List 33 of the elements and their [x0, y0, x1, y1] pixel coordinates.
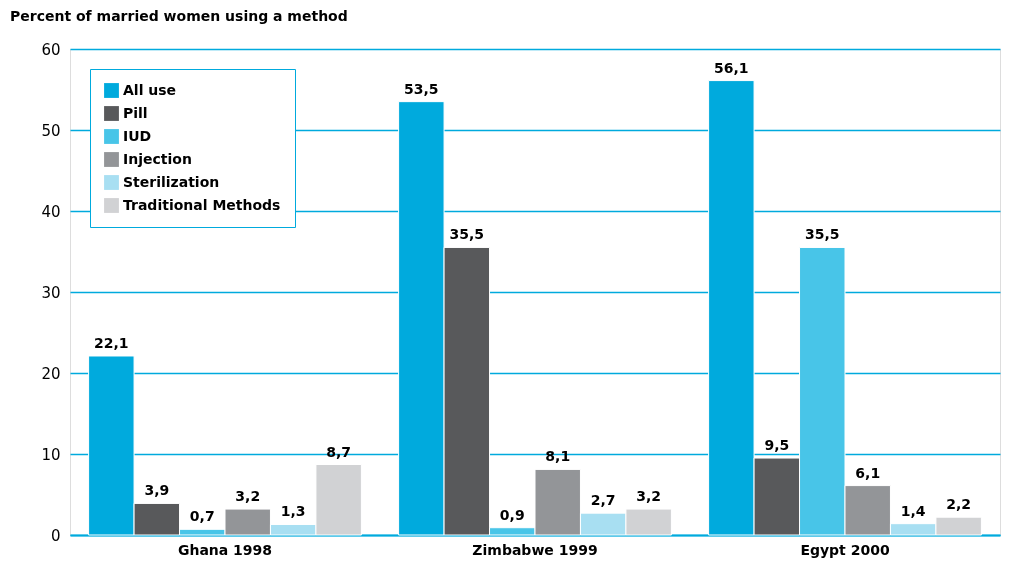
x-tick-label: Zimbabwe 1999 — [472, 541, 598, 558]
legend-label: Injection — [123, 150, 192, 167]
y-tick-label: 20 — [41, 364, 61, 383]
data-label: 3,2 — [235, 488, 261, 505]
data-label: 56,1 — [714, 59, 749, 76]
data-label: 9,5 — [764, 437, 790, 454]
y-tick-label: 50 — [41, 121, 61, 140]
y-tick-label: 60 — [41, 40, 61, 59]
data-label: 0,9 — [499, 506, 525, 523]
legend-label: Traditional Methods — [123, 196, 281, 213]
y-tick-label: 10 — [41, 445, 61, 464]
data-label: 53,5 — [404, 80, 439, 97]
data-label: 22,1 — [94, 334, 129, 351]
legend-label: All use — [123, 81, 177, 98]
data-label: 6,1 — [855, 464, 881, 481]
legend-label: Sterilization — [123, 173, 220, 190]
chart-title: Percent of married women using a method — [10, 8, 348, 24]
y-tick-label: 40 — [41, 202, 61, 221]
legend-label: IUD — [123, 127, 152, 144]
data-label: 0,7 — [189, 508, 215, 525]
data-label: 1,4 — [900, 502, 926, 519]
y-tick-label: 0 — [50, 526, 61, 545]
data-label: 2,7 — [590, 492, 616, 509]
y-tick-label: 30 — [41, 283, 61, 302]
data-label: 1,3 — [280, 503, 306, 520]
data-label: 3,2 — [636, 488, 662, 505]
data-label: 35,5 — [804, 226, 840, 243]
x-tick-label: Ghana 1998 — [177, 541, 273, 558]
data-label: 35,5 — [449, 226, 485, 243]
legend-label: Pill — [123, 104, 148, 121]
data-label: 3,9 — [144, 482, 170, 499]
data-label: 2,2 — [946, 496, 972, 513]
x-tick-label: Egypt 2000 — [800, 541, 890, 558]
